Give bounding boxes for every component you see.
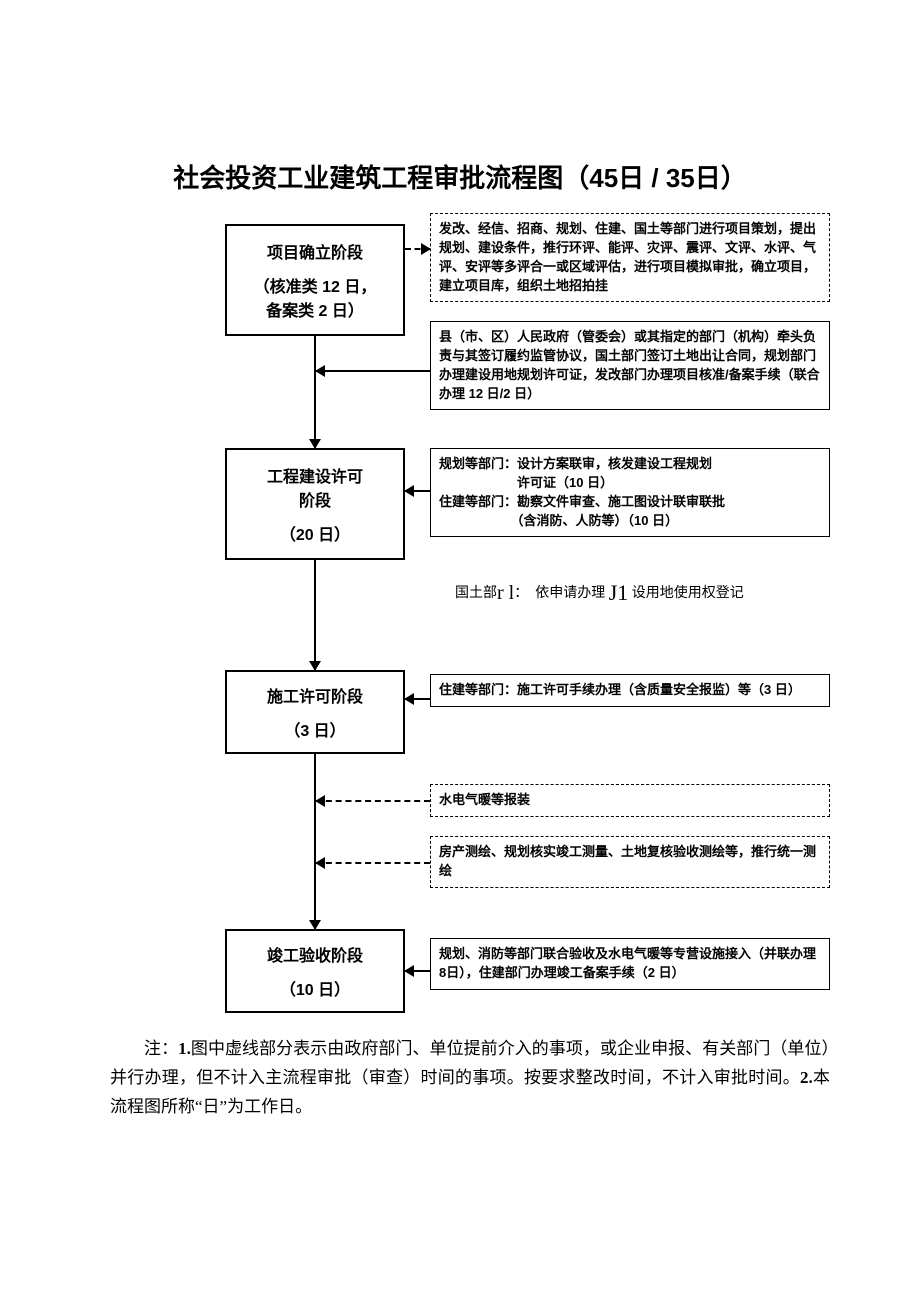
- stage2-label3: （20 日）: [233, 521, 397, 545]
- s2a-l2: 许可证（10 日）: [439, 474, 821, 493]
- flowchart-page: 社会投资工业建筑工程审批流程图（45日 / 35日） 项目确立阶段 （核准类 1…: [0, 0, 920, 1301]
- conn-3b: [316, 800, 430, 802]
- conn-3a: [405, 698, 430, 700]
- free-frag2: J1: [609, 580, 629, 605]
- note-t1: 图中虚线部分表示由政府部门、单位提前介入的事项，或企业申报、有关部门（单位）并行…: [110, 1039, 830, 1087]
- side-3b-text: 水电气暖等报装: [439, 792, 530, 807]
- stage2-label2: 阶段: [233, 487, 397, 511]
- conn-3c: [316, 862, 430, 864]
- free-frag1: r l: [497, 582, 514, 604]
- side-4a-text: 规划、消防等部门联合验收及水电气暖等专营设施接入（并联办理8日），住建部门办理竣…: [439, 946, 816, 980]
- stage-box-3: 施工许可阶段 （3 日）: [225, 670, 405, 754]
- side-1a-text: 发改、经信、招商、规划、住建、国土等部门进行项目策划，提出规划、建设条件，推行环…: [439, 221, 816, 293]
- side-box-4a: 规划、消防等部门联合验收及水电气暖等专营设施接入（并联办理8日），住建部门办理竣…: [430, 938, 830, 990]
- conn-2a: [405, 490, 430, 492]
- conn-1b: [316, 370, 430, 372]
- s2a-l3: 住建等部门：勘察文件审查、施工图设计联审联批: [439, 493, 821, 512]
- side-box-3c: 房产测绘、规划核实竣工测量、土地复核验收测绘等，推行统一测绘: [430, 836, 830, 888]
- free-t-b: ： 依申请办理: [514, 586, 609, 601]
- stage3-label2: （3 日）: [233, 717, 397, 741]
- side-box-1b: 县（市、区）人民政府（管委会）或其指定的部门（机构）牵头负责与其签订履约监管协议…: [430, 321, 830, 410]
- s2a-l1: 规划等部门：设计方案联审，核发建设工程规划: [439, 455, 821, 474]
- side-box-3b: 水电气暖等报装: [430, 784, 830, 817]
- stage3-label1: 施工许可阶段: [233, 683, 397, 707]
- arrow-s3-s4: [314, 754, 316, 929]
- stage1-label1: 项目确立阶段: [233, 239, 397, 263]
- stage1-label2: （核准类 12 日，: [233, 273, 397, 297]
- stage-box-2: 工程建设许可 阶段 （20 日）: [225, 448, 405, 560]
- side-box-2a: 规划等部门：设计方案联审，核发建设工程规划 许可证（10 日） 住建等部门：勘察…: [430, 448, 830, 537]
- stage2-label1: 工程建设许可: [233, 463, 397, 487]
- conn-4a: [405, 970, 430, 972]
- side-box-3a: 住建等部门：施工许可手续办理（含质量安全报监）等（3 日）: [430, 674, 830, 707]
- page-title: 社会投资工业建筑工程审批流程图（45日 / 35日）: [0, 158, 920, 195]
- arrow-s2-s3: [314, 560, 316, 670]
- free-text-land: 国土部r l： 依申请办理 J1 设用地使用权登记: [455, 580, 744, 606]
- conn-1a: [405, 248, 430, 250]
- footnote: 注：1.图中虚线部分表示由政府部门、单位提前介入的事项，或企业申报、有关部门（单…: [110, 1035, 830, 1122]
- side-3a-text: 住建等部门：施工许可手续办理（含质量安全报监）等（3 日）: [439, 682, 801, 697]
- note-b2: 2.: [800, 1068, 813, 1087]
- free-t-c: 设用地使用权登记: [628, 586, 744, 601]
- side-3c-text: 房产测绘、规划核实竣工测量、土地复核验收测绘等，推行统一测绘: [439, 844, 816, 878]
- note-prefix: 注：: [144, 1039, 178, 1058]
- stage4-label2: （10 日）: [233, 976, 397, 1000]
- free-t-a: 国土部: [455, 586, 497, 601]
- stage4-label1: 竣工验收阶段: [233, 942, 397, 966]
- note-b1: 1.: [178, 1039, 191, 1058]
- stage1-label3: 备案类 2 日）: [233, 297, 397, 321]
- side-box-1a: 发改、经信、招商、规划、住建、国土等部门进行项目策划，提出规划、建设条件，推行环…: [430, 213, 830, 302]
- side-1b-text: 县（市、区）人民政府（管委会）或其指定的部门（机构）牵头负责与其签订履约监管协议…: [439, 329, 820, 401]
- stage-box-1: 项目确立阶段 （核准类 12 日， 备案类 2 日）: [225, 224, 405, 336]
- stage-box-4: 竣工验收阶段 （10 日）: [225, 929, 405, 1013]
- arrow-s1-s2: [314, 336, 316, 448]
- s2a-l4: （含消防、人防等）（10 日）: [439, 512, 821, 531]
